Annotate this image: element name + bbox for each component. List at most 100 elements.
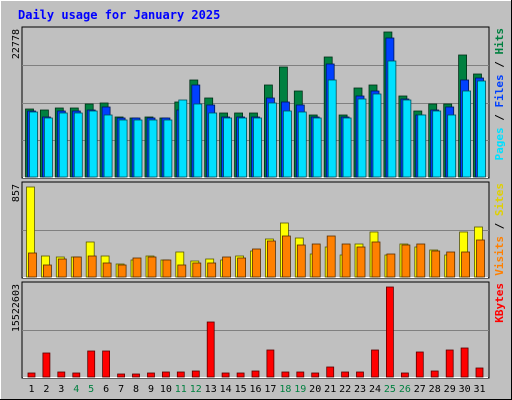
panel-visits: 857 Visits / Sites <box>11 181 506 279</box>
legend-visits: Visits / Sites <box>493 183 506 276</box>
bar-kbytes-day-22 <box>341 371 350 378</box>
x-tick-label-19: 19 <box>294 384 306 395</box>
panel-kbytes: 15522603 KBytes <box>11 281 506 379</box>
bar-kbytes-day-30 <box>460 347 469 378</box>
x-tick-label-10: 10 <box>160 384 172 395</box>
x-tick-label-14: 14 <box>220 384 232 395</box>
x-tick-label-15: 15 <box>235 384 247 395</box>
bar-pages-day-3 <box>58 112 68 178</box>
bar-pages-day-12 <box>193 103 203 178</box>
legend-entry-sites: Sites <box>493 183 506 216</box>
bar-visits-day-23 <box>356 246 366 278</box>
bar-visits-day-5 <box>87 255 97 278</box>
x-tick-label-9: 9 <box>148 384 154 395</box>
bar-kbytes-day-23 <box>356 371 364 378</box>
x-tick-label-1: 1 <box>28 384 34 395</box>
bar-pages-day-1 <box>29 111 38 178</box>
bar-visits-day-10 <box>162 259 172 278</box>
x-tick-label-4: 4 <box>73 384 79 395</box>
bar-kbytes-day-19 <box>296 371 305 378</box>
bar-kbytes-day-31 <box>475 367 484 378</box>
bar-visits-day-22 <box>341 243 351 278</box>
bar-visits-day-24 <box>371 241 381 278</box>
x-tick-label-13: 13 <box>205 384 217 395</box>
bar-visits-day-27 <box>416 243 426 278</box>
bar-kbytes-day-4 <box>72 372 81 378</box>
y-max-label-kbytes: 15522603 <box>11 284 22 332</box>
series-kbytes <box>27 286 484 378</box>
x-tick-label-25: 25 <box>384 384 396 395</box>
chart-title: Daily usage for January 2025 <box>18 8 220 22</box>
bar-visits-day-14 <box>222 256 232 278</box>
x-tick-label-27: 27 <box>414 384 426 395</box>
legend-separator: / <box>493 108 506 128</box>
bar-pages-day-10 <box>163 119 173 178</box>
legend-separator: / <box>493 216 506 236</box>
x-tick-label-16: 16 <box>249 384 261 395</box>
x-tick-label-24: 24 <box>369 384 381 395</box>
bar-visits-day-1 <box>28 252 37 278</box>
bar-kbytes-day-12 <box>191 370 200 378</box>
bar-visits-day-9 <box>147 256 157 278</box>
bar-visits-day-4 <box>72 256 82 278</box>
bar-pages-day-20 <box>312 117 322 178</box>
bar-kbytes-day-3 <box>57 371 66 378</box>
legend-entry-files: Files <box>493 74 506 107</box>
bar-kbytes-day-1 <box>27 372 36 378</box>
bar-pages-day-19 <box>297 111 307 178</box>
bar-kbytes-day-10 <box>161 371 170 378</box>
legend-entry-pages: Pages <box>493 127 506 160</box>
bar-visits-day-25 <box>386 253 396 278</box>
bar-kbytes-day-5 <box>87 350 96 378</box>
x-tick-label-2: 2 <box>43 384 49 395</box>
bar-pages-day-17 <box>267 102 277 178</box>
y-max-label-hits: 22778 <box>11 29 22 59</box>
x-tick-label-28: 28 <box>429 384 441 395</box>
legend-kbytes: KBytes <box>493 283 506 323</box>
bar-pages-day-6 <box>103 114 113 178</box>
bar-pages-day-27 <box>417 114 427 178</box>
x-tick-label-3: 3 <box>58 384 64 395</box>
bar-visits-day-31 <box>476 239 485 278</box>
x-tick-label-22: 22 <box>339 384 351 395</box>
bar-visits-day-17 <box>266 240 276 278</box>
legend-separator: / <box>493 55 506 75</box>
bar-pages-day-14 <box>223 117 233 178</box>
bar-kbytes-day-21 <box>326 366 335 378</box>
bar-pages-day-15 <box>238 117 248 178</box>
bar-kbytes-day-6 <box>102 350 110 378</box>
bar-kbytes-day-14 <box>221 372 230 378</box>
series-visits <box>28 235 485 278</box>
x-tick-label-20: 20 <box>309 384 321 395</box>
bar-kbytes-day-2 <box>42 352 51 378</box>
bar-pages-day-9 <box>148 119 158 178</box>
chart-panels: 22778 Pages / Files / Hits 857 Visits / Sit… <box>11 26 506 379</box>
bar-pages-day-26 <box>402 99 412 178</box>
x-tick-label-18: 18 <box>279 384 291 395</box>
bar-visits-day-20 <box>311 243 321 278</box>
bar-kbytes-day-11 <box>176 371 185 378</box>
bar-pages-day-21 <box>327 79 337 178</box>
bar-pages-day-5 <box>88 110 98 178</box>
bar-visits-day-29 <box>446 251 456 278</box>
bar-kbytes-day-25 <box>385 286 394 378</box>
bar-pages-day-28 <box>432 110 442 178</box>
bar-kbytes-day-17 <box>266 349 275 378</box>
legend-entry-hits: Hits <box>493 28 506 55</box>
bar-visits-day-13 <box>207 262 217 278</box>
bar-pages-day-7 <box>118 119 128 178</box>
bar-kbytes-day-7 <box>117 373 125 378</box>
y-max-label-visits: 857 <box>11 184 22 202</box>
bar-kbytes-day-8 <box>132 373 140 378</box>
bar-visits-day-28 <box>431 250 441 278</box>
x-tick-label-30: 30 <box>459 384 471 395</box>
legend-entry-kbytes: KBytes <box>493 283 506 323</box>
bar-kbytes-day-13 <box>206 321 215 378</box>
x-tick-label-29: 29 <box>444 384 456 395</box>
x-tick-label-5: 5 <box>88 384 94 395</box>
bar-visits-day-11 <box>177 264 187 278</box>
bar-pages-day-31 <box>477 80 486 178</box>
bar-kbytes-day-28 <box>430 370 439 378</box>
x-tick-label-26: 26 <box>399 384 411 395</box>
